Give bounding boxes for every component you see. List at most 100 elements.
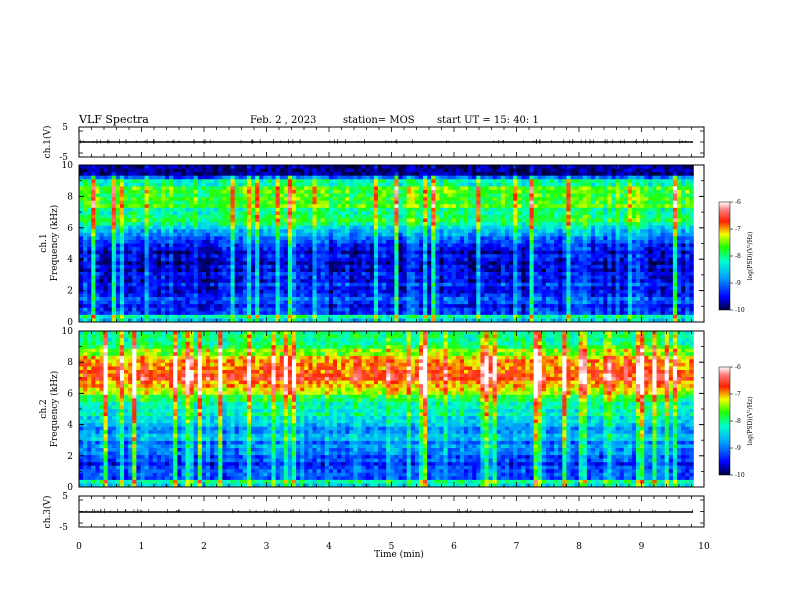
ch1-spectrogram-cell — [451, 218, 457, 223]
ch1-spectrogram-cell — [586, 182, 592, 187]
ch1-spectrogram-cell — [513, 218, 518, 223]
ch1-spectrogram-cell — [107, 218, 113, 223]
ch1-spectrogram-cell — [496, 225, 502, 230]
ch1-spectrogram-cell — [119, 218, 125, 223]
ch1-spectrogram-cell — [607, 204, 612, 209]
ch1-spectrogram-cell — [181, 193, 186, 198]
ch1-spectrogram-cell — [201, 229, 207, 234]
ch1-spectrogram-cell — [566, 186, 571, 191]
ch1-spectrogram-cell — [197, 168, 203, 173]
ch1-spectrogram-cell — [443, 189, 449, 194]
ch1-spectrogram-cell — [541, 232, 547, 237]
ch1-spectrogram-cell — [681, 186, 686, 191]
ch1-spectrogram-cell — [246, 189, 252, 194]
ch1-spectrogram-cell — [644, 172, 649, 177]
ch1-spectrogram-cell — [427, 275, 432, 280]
ch1-spectrogram-cell — [603, 254, 608, 259]
ch1-spectrogram-cell — [308, 250, 313, 255]
ch1-spectrogram-cell — [590, 264, 596, 269]
ch1-spectrogram-cell — [685, 186, 690, 191]
ch1-spectrogram-cell — [291, 207, 297, 212]
ch1-spectrogram-cell — [509, 247, 514, 252]
ch1-spectrogram-cell — [259, 261, 264, 266]
ch1-spectrogram-cell — [439, 268, 444, 273]
ch1-spectrogram-cell — [488, 218, 494, 223]
ch1-spectrogram-cell — [271, 207, 276, 212]
ch1-spectrogram-cell — [103, 197, 109, 202]
ch1-spectrogram-cell — [283, 193, 289, 198]
ch1-spectrogram-cell — [656, 214, 662, 219]
ch1-spectrogram-cell — [590, 211, 596, 216]
ch1-spectrogram-cell — [586, 193, 592, 198]
ch1-spectrogram-cell — [595, 264, 600, 269]
ch1-spectrogram-cell — [627, 172, 633, 177]
ch1-spectrogram-cell — [119, 179, 125, 184]
ch1-spectrogram-cell — [631, 211, 637, 216]
ch1-spectrogram-cell — [279, 204, 285, 209]
ch1-spectrogram-cell — [308, 200, 313, 205]
ch1-spectrogram-cell — [504, 204, 510, 209]
ch1-spectrogram-cell — [267, 172, 272, 177]
ch1-spectrogram-cell — [599, 268, 604, 273]
ch1-spectrogram-cell — [406, 172, 412, 177]
ch1-spectrogram-cell — [611, 222, 616, 227]
ch1-spectrogram-cell — [517, 197, 522, 202]
ch1-spectrogram-cell — [652, 257, 657, 262]
ch1-spectrogram-cell — [83, 243, 88, 248]
ch1-spectrogram-cell — [308, 165, 313, 169]
ch1-spectrogram-cell — [144, 172, 150, 177]
ch1-spectrogram-cell — [222, 229, 227, 234]
ch1-spectrogram-cell — [205, 250, 211, 255]
ch1-spectrogram-cell — [414, 222, 420, 227]
ch1-spectrogram-cell — [136, 232, 141, 237]
ch1-spectrogram-cell — [582, 189, 588, 194]
ch1-spectrogram-cell — [476, 272, 481, 277]
ch1-spectrogram-cell — [590, 268, 596, 273]
ch1-spectrogram-cell — [218, 247, 223, 252]
ch1-spectrogram-cell — [656, 179, 662, 184]
ch1-spectrogram-cell — [390, 232, 395, 237]
ch1-spectrogram-cell — [87, 175, 92, 180]
ch1-spectrogram-cell — [545, 268, 551, 273]
ch1-spectrogram-cell — [267, 211, 272, 216]
ch1-spectrogram-cell — [103, 168, 109, 173]
ch1-spectrogram-cell — [160, 182, 166, 187]
ch1-spectrogram-cell — [160, 268, 166, 273]
ch1-spectrogram-cell — [468, 243, 473, 248]
ch1-spectrogram-cell — [623, 182, 629, 187]
ch1-spectrogram-cell — [668, 189, 674, 194]
ch1-spectrogram-cell — [427, 218, 432, 223]
ch1-spectrogram-cell — [353, 214, 358, 219]
ch1-spectrogram-cell — [218, 175, 223, 180]
ch1-spectrogram-cell — [390, 272, 395, 277]
ch1-spectrogram-cell — [300, 197, 305, 202]
ch1-spectrogram-cell — [648, 229, 653, 234]
ch1-spectrogram-cell — [144, 175, 150, 180]
ch1-spectrogram-cell — [226, 211, 231, 216]
ch1-spectrogram-cell — [341, 236, 346, 241]
ch1-spectrogram-cell — [554, 243, 559, 248]
ch1-spectrogram-cell — [595, 193, 600, 198]
ch1-spectrogram-cell — [197, 200, 203, 205]
ch1-spectrogram-cell — [226, 247, 231, 252]
ch1-spectrogram-cell — [451, 243, 457, 248]
ch1-spectrogram-cell — [406, 236, 412, 241]
ch1-spectrogram-cell — [492, 175, 498, 180]
ch1-spectrogram-cell — [439, 189, 444, 194]
ch1-spectrogram-cell — [418, 214, 424, 219]
ch1-spectrogram-cell — [668, 272, 674, 277]
ch1-spectrogram-cell — [476, 250, 481, 255]
ch1-spectrogram-cell — [394, 261, 399, 266]
ch1-spectrogram-cell — [308, 268, 313, 273]
ch1-spectrogram-cell — [296, 272, 301, 277]
ch1-spectrogram-cell — [99, 247, 104, 252]
ch1-spectrogram-cell — [373, 179, 379, 184]
ch1-spectrogram-cell — [656, 247, 662, 252]
ch1-spectrogram-cell — [287, 179, 293, 184]
ch1-spectrogram-cell — [169, 197, 174, 202]
ch1-spectrogram-cell — [320, 214, 326, 219]
ch1-spectrogram-cell — [537, 264, 543, 269]
ch1-spectrogram-cell — [308, 186, 313, 191]
ch1-spectrogram-cell — [361, 254, 367, 259]
ch1-spectrogram-cell — [410, 211, 416, 216]
